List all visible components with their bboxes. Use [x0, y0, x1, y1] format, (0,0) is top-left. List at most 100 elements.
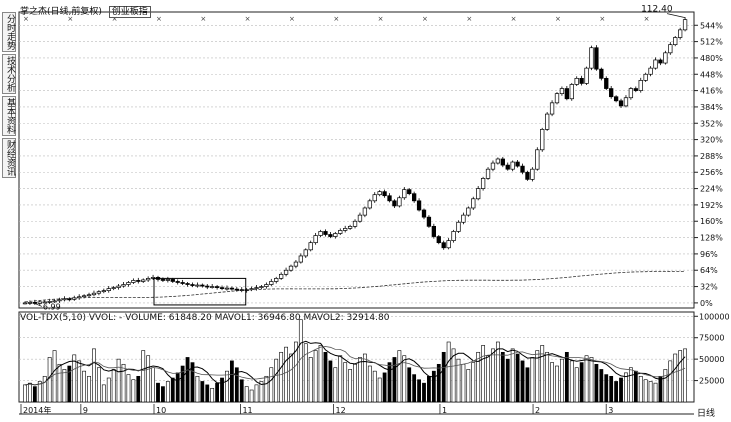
volume-bar	[402, 355, 407, 403]
candle-up	[347, 225, 353, 229]
volume-bar	[37, 381, 42, 403]
candle-down	[613, 96, 619, 102]
volume-bar	[146, 355, 151, 403]
candle-up	[402, 189, 407, 199]
candle-up	[333, 233, 338, 237]
volume-bar	[633, 370, 638, 403]
volume-bar	[121, 363, 126, 403]
candle-down	[323, 231, 328, 235]
side-tab-timeshare[interactable]: 分时走势	[2, 12, 16, 52]
volume-bar	[308, 357, 313, 403]
timeframe-label[interactable]: 日线	[697, 409, 716, 419]
volume-bar	[427, 375, 431, 403]
candle-down	[185, 283, 190, 285]
candle-up	[254, 287, 259, 289]
candle-down	[205, 285, 210, 288]
candle-down	[564, 88, 570, 100]
price-tick-label: 0%	[700, 299, 713, 308]
volume-bar	[584, 355, 589, 403]
volume-bar	[579, 362, 584, 403]
volume-bar	[175, 372, 180, 403]
volume-bar	[244, 386, 249, 403]
volume-bar	[476, 351, 481, 403]
candle-up	[466, 207, 471, 216]
volume-bar	[564, 351, 569, 403]
date-tick-label: 9	[83, 406, 88, 415]
price-tick-label: 512%	[700, 38, 723, 47]
volume-bar	[628, 367, 633, 403]
volume-bar	[313, 350, 318, 403]
volume-bar	[609, 375, 614, 403]
high-price-label: 112.40	[641, 5, 673, 15]
volume-bar	[683, 348, 687, 403]
candle-up	[101, 290, 106, 293]
candle-down	[190, 284, 195, 286]
volume-bar	[126, 374, 131, 403]
candle-up	[677, 29, 683, 38]
volume-bar	[461, 363, 466, 403]
side-tab-tech-analysis[interactable]: 技术分析	[2, 54, 16, 94]
candle-up	[274, 278, 279, 282]
volume-bar	[510, 348, 515, 403]
volume-bar	[569, 360, 574, 403]
volume-bar	[500, 351, 505, 403]
volume-bar	[515, 353, 520, 403]
volume-bar	[294, 341, 298, 403]
price-tick-label: 64%	[700, 266, 718, 275]
volume-bar	[648, 381, 653, 403]
candle-up	[653, 59, 658, 69]
compare-tab[interactable]: 创业板指	[108, 6, 151, 18]
price-tick-label: 352%	[700, 119, 723, 128]
volume-bar	[436, 363, 441, 403]
volume-bar	[87, 375, 91, 403]
price-tick-label: 480%	[700, 54, 723, 63]
candle-up	[86, 294, 92, 297]
top-marker: ×	[200, 15, 206, 23]
volume-bar	[417, 379, 421, 403]
volume-bar	[550, 362, 554, 403]
candle-up	[628, 88, 634, 99]
side-tab-basic-info[interactable]: 基本资料	[2, 96, 16, 136]
low-price-label: 6.99	[43, 302, 61, 311]
candle-up	[397, 197, 402, 207]
price-tick-label: 288%	[700, 152, 723, 161]
candle-up	[210, 286, 215, 288]
volume-bar	[141, 350, 146, 403]
price-tick-label: 320%	[700, 136, 723, 145]
volume-bar	[673, 353, 678, 403]
candle-up	[584, 67, 589, 84]
top-marker: ×	[112, 15, 118, 23]
date-tick-label: 10	[156, 406, 166, 415]
candle-up	[476, 188, 481, 200]
candle-up	[559, 88, 565, 95]
volume-bar	[156, 382, 160, 403]
volume-bar	[195, 375, 200, 403]
candle-up	[540, 129, 545, 151]
candle-up	[308, 242, 313, 251]
volume-bar	[111, 369, 116, 403]
volume-bar	[392, 357, 397, 403]
volume-bar	[382, 372, 387, 403]
volume-bar	[343, 362, 348, 403]
volume-bar	[92, 348, 96, 403]
candle-up	[682, 19, 688, 31]
volume-bar	[451, 348, 456, 403]
volume-bar	[82, 370, 87, 403]
price-tick-label: 256%	[700, 168, 723, 177]
volume-bar	[505, 358, 510, 403]
candle-up	[57, 299, 62, 302]
volume-bar	[220, 377, 224, 403]
top-marker: ×	[644, 15, 650, 23]
volume-bar	[333, 367, 338, 403]
candle-up	[37, 301, 42, 304]
side-tab-finance-news[interactable]: 财经资讯	[2, 138, 16, 178]
candle-down	[431, 225, 437, 237]
candle-down	[505, 164, 510, 170]
date-tick-label: 2	[535, 406, 540, 415]
candle-down	[382, 191, 387, 197]
price-tick-label: 384%	[700, 103, 723, 112]
date-tick-label: 2014年	[23, 405, 51, 415]
top-marker: ×	[378, 15, 384, 23]
candle-down	[441, 242, 446, 249]
candle-up	[293, 261, 299, 267]
